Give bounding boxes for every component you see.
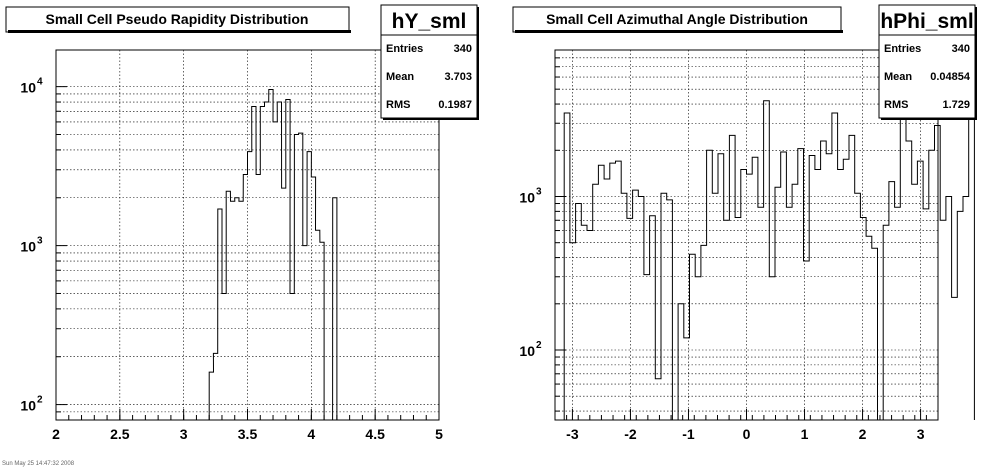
stats-name: hY_sml <box>392 10 467 33</box>
x-tick-label: 2.5 <box>110 426 130 442</box>
stats-rms-value: 0.1987 <box>438 99 472 111</box>
title-box <box>5 6 350 33</box>
stats-mean-value: 0.04854 <box>930 71 971 83</box>
y-tick-label: 10 <box>20 398 36 414</box>
chart-title: Small Cell Azimuthal Angle Distribution <box>546 11 808 27</box>
grid <box>555 50 938 420</box>
footer-timestamp: Sun May 25 14:47:32 2008 <box>2 461 75 467</box>
x-tick-label: 3 <box>180 426 188 442</box>
chart-pseudo-rapidity: Small Cell Pseudo Rapidity Distribution … <box>5 4 479 442</box>
y-tick-exponent: 2 <box>37 395 43 406</box>
x-tick-label: 5 <box>435 426 443 442</box>
x-tick-label: -1 <box>682 426 695 442</box>
histogram-line <box>563 100 975 421</box>
stats-mean-label: Mean <box>386 71 414 83</box>
x-tick-label: -2 <box>624 426 637 442</box>
y-tick-label: 10 <box>20 239 36 255</box>
y-tick-exponent: 4 <box>37 77 43 88</box>
y-tick-exponent: 3 <box>536 186 542 197</box>
x-tick-labels: -3 -2 -1 0 1 2 3 <box>566 426 925 442</box>
x-tick-label: 2 <box>52 426 60 442</box>
x-tick-label: 1 <box>801 426 809 442</box>
title-box-shadow <box>515 30 843 33</box>
stats-entries-value: 340 <box>454 43 472 55</box>
stats-rms-label: RMS <box>884 99 908 111</box>
title-box <box>512 6 842 33</box>
grid <box>56 50 439 420</box>
x-tick-label: -3 <box>566 426 579 442</box>
y-tick-exponent: 3 <box>37 236 43 247</box>
y-tick-label: 10 <box>20 80 36 96</box>
chart-title: Small Cell Pseudo Rapidity Distribution <box>46 11 309 27</box>
x-tick-label: 4.5 <box>365 426 385 442</box>
stats-entries-label: Entries <box>884 43 921 55</box>
stats-mean-label: Mean <box>884 71 912 83</box>
stats-entries-value: 340 <box>952 43 970 55</box>
x-tick-label: 2 <box>859 426 867 442</box>
stats-box: hPhi_sml Entries 340 Mean 0.04854 RMS 1.… <box>878 4 977 120</box>
y-tick-label: 10 <box>519 343 535 359</box>
stats-name: hPhi_sml <box>880 10 973 33</box>
title-box-shadow <box>8 30 351 33</box>
x-tick-label: 3 <box>917 426 925 442</box>
x-tick-labels: 2 2.5 3 3.5 4 4.5 5 <box>52 426 443 442</box>
stats-entries-label: Entries <box>386 43 423 55</box>
x-tick-label: 0 <box>743 426 751 442</box>
stats-rms-value: 1.729 <box>942 99 970 111</box>
x-tick-label: 3.5 <box>238 426 258 442</box>
stats-box: hY_sml Entries 340 Mean 3.703 RMS 0.1987 <box>380 4 479 120</box>
histogram-line <box>208 89 342 421</box>
stats-mean-value: 3.703 <box>444 71 472 83</box>
minor-ticks <box>554 49 939 420</box>
stats-rms-label: RMS <box>386 99 410 111</box>
chart-azimuthal-angle: Small Cell Azimuthal Angle Distribution … <box>512 4 977 442</box>
x-tick-label: 4 <box>307 426 315 442</box>
y-tick-exponent: 2 <box>536 340 542 351</box>
y-tick-label: 10 <box>519 189 535 205</box>
minor-ticks <box>55 86 440 421</box>
